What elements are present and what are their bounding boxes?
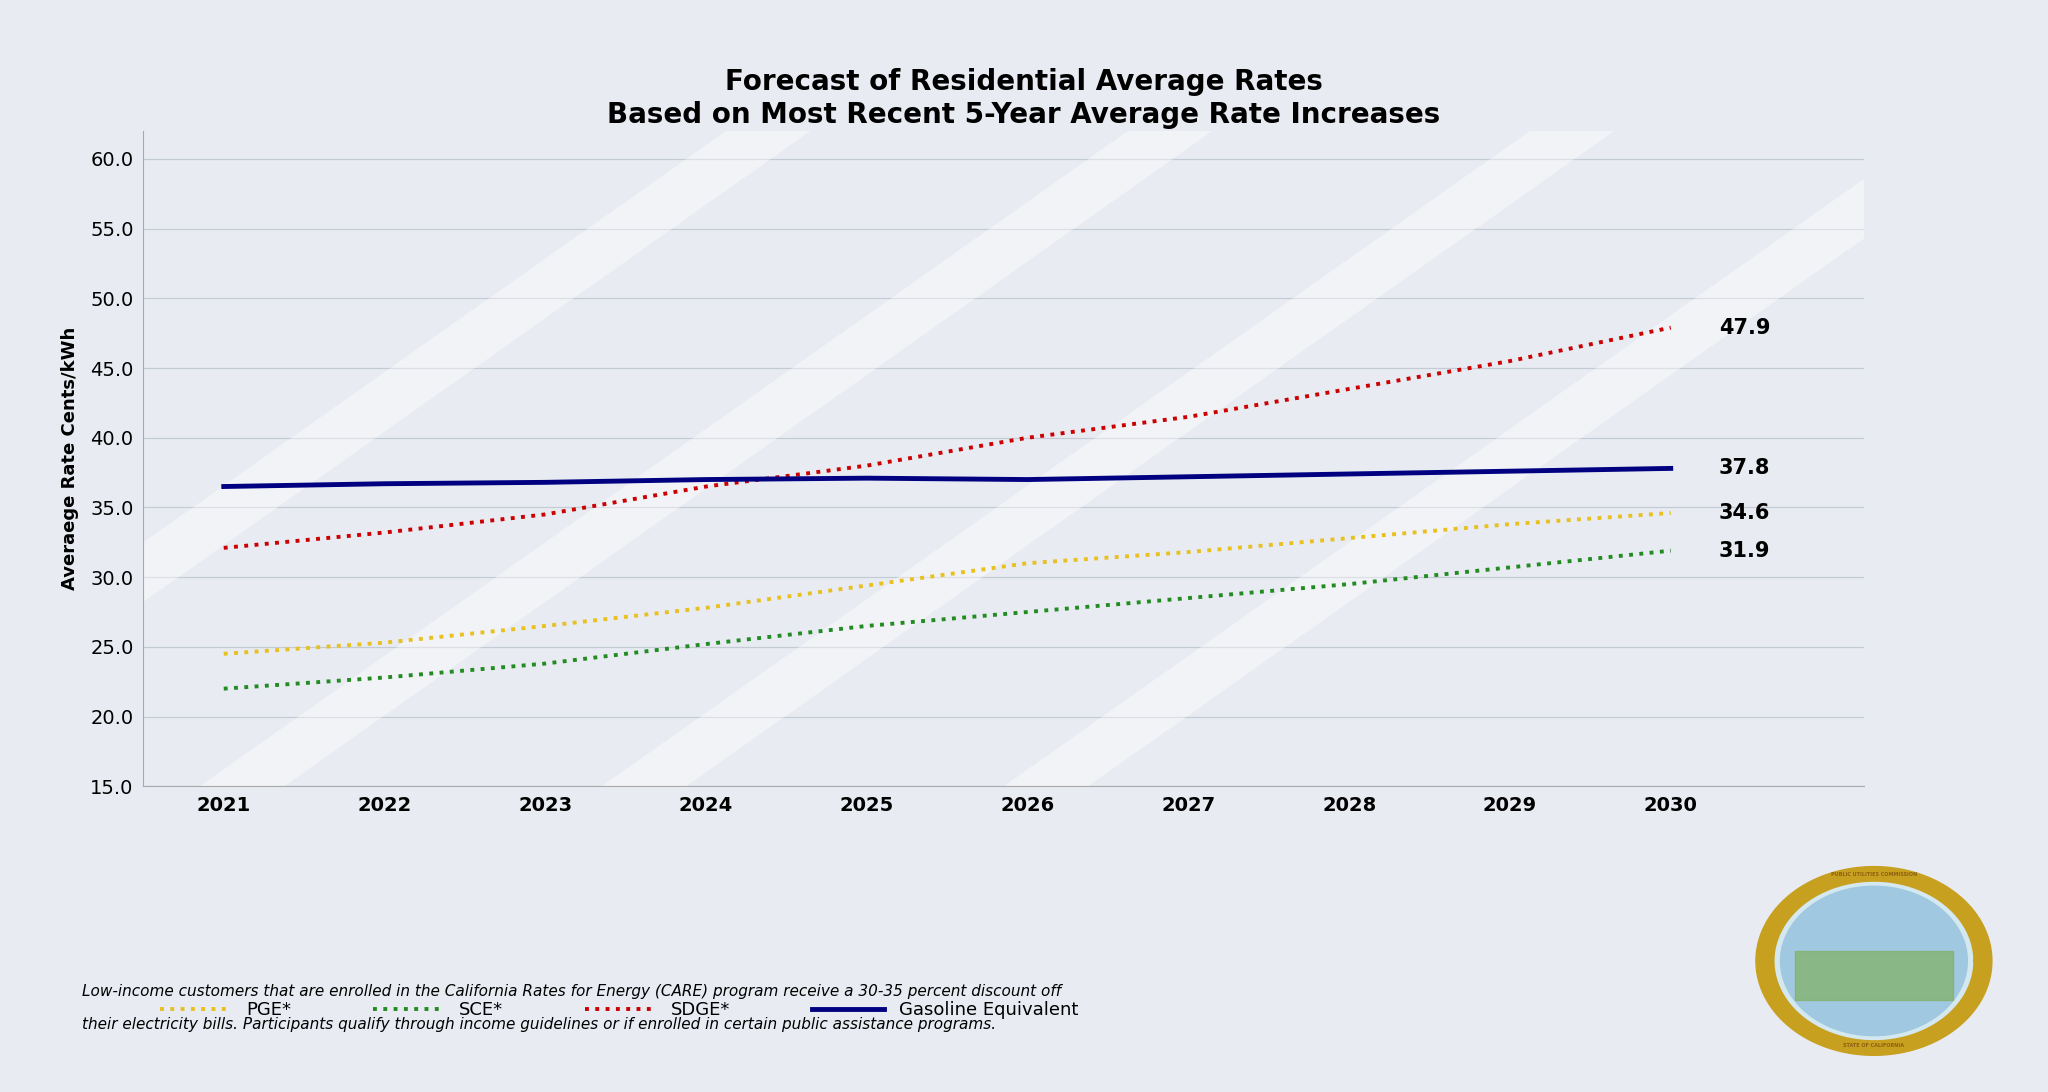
Text: Based on Most Recent 5-Year Average Rate Increases: Based on Most Recent 5-Year Average Rate… [608,100,1440,129]
Text: 37.8: 37.8 [1718,459,1769,478]
Polygon shape [1796,951,1952,1000]
Text: PUBLIC UTILITIES COMMISSION: PUBLIC UTILITIES COMMISSION [1831,873,1917,877]
Text: 47.9: 47.9 [1718,318,1769,337]
Polygon shape [1774,880,1974,1042]
Text: Forecast of Residential Average Rates: Forecast of Residential Average Rates [725,68,1323,96]
Polygon shape [1780,887,1968,1035]
Text: STATE OF CALIFORNIA: STATE OF CALIFORNIA [1843,1043,1905,1048]
Y-axis label: Averaege Rate Cents/kWh: Averaege Rate Cents/kWh [61,327,80,591]
Text: Low-income customers that are enrolled in the California Rates for Energy (CARE): Low-income customers that are enrolled i… [82,984,1061,999]
Polygon shape [1755,867,1993,1055]
Legend: PGE*, SCE*, SDGE*, Gasoline Equivalent: PGE*, SCE*, SDGE*, Gasoline Equivalent [152,994,1085,1026]
Text: their electricity bills. Participants qualify through income guidelines or if en: their electricity bills. Participants qu… [82,1017,995,1032]
Text: 31.9: 31.9 [1718,541,1769,560]
Text: 34.6: 34.6 [1718,503,1769,523]
